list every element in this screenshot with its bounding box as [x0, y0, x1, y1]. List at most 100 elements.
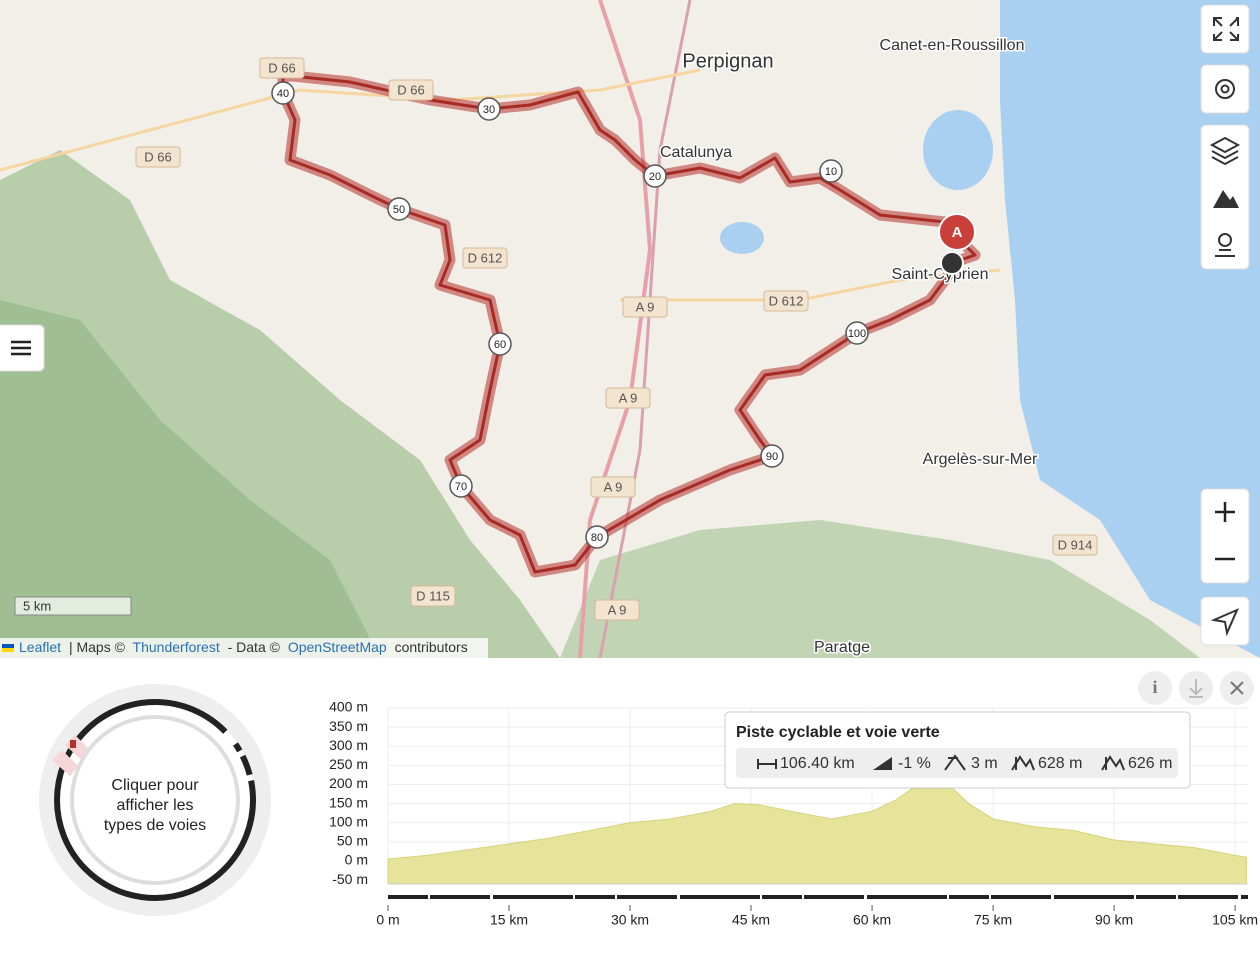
flag — [2, 644, 14, 648]
x-tick-label: 60 km — [853, 912, 891, 928]
menu-button[interactable] — [0, 324, 45, 372]
tooltip-stats — [736, 748, 1178, 778]
km-marker[interactable] — [585, 525, 609, 549]
road-shield — [605, 387, 651, 409]
scale-bar — [14, 596, 132, 616]
x-tick-label: 0 m — [376, 912, 399, 928]
road-shield — [1052, 534, 1098, 556]
road-label: D 66 — [268, 60, 295, 75]
link[interactable]: Leaflet — [19, 639, 61, 655]
tooltip: Piste cyclable et voie verte 106.40 km -… — [724, 711, 1191, 789]
km-marker[interactable] — [271, 81, 295, 105]
y-tick-label: 400 m — [329, 699, 368, 715]
place-label: Saint-Cyprien — [892, 266, 989, 283]
road-shield — [594, 599, 640, 621]
link[interactable]: OpenStreetMap — [288, 639, 387, 655]
attribution-bg — [0, 638, 488, 658]
road-label: A 9 — [619, 390, 638, 405]
fullscreen-button[interactable] — [1200, 4, 1250, 54]
road-shield — [590, 476, 636, 498]
locate-button[interactable] — [1200, 596, 1250, 646]
place-label: Argelès-sur-Mer — [923, 451, 1038, 468]
map[interactable]: Perpignan Canet-en-Roussillon Catalunya Sai… — [0, 0, 1260, 659]
km-marker-label: 10 — [825, 166, 837, 178]
info-button[interactable] — [1138, 671, 1172, 705]
km-marker-label: 20 — [649, 171, 661, 183]
flag — [2, 648, 14, 652]
end-marker — [940, 251, 964, 275]
road-shield — [462, 247, 508, 269]
road-label: A 9 — [608, 602, 627, 617]
road-shield — [622, 296, 668, 318]
km-marker-label: 60 — [494, 339, 506, 351]
y-tick-label: 300 m — [329, 737, 368, 753]
road-label: D 115 — [416, 588, 450, 603]
y-tick-label: 50 m — [337, 833, 368, 849]
info-icon: i — [1152, 677, 1157, 697]
y-tick-label: -50 m — [332, 871, 368, 887]
text: - Data © — [228, 639, 281, 655]
km-marker[interactable] — [819, 159, 843, 183]
road-label: D 612 — [468, 250, 503, 265]
slope: -1 % — [898, 755, 931, 772]
km-marker[interactable] — [387, 197, 411, 221]
km-marker[interactable] — [449, 474, 473, 498]
y-tick-label: 0 m — [345, 852, 368, 868]
road-shield — [388, 79, 434, 101]
road-label: A 9 — [604, 479, 623, 494]
y-tick-label: 250 m — [329, 756, 368, 772]
tooltip-title: Piste cyclable et voie verte — [736, 724, 940, 741]
zoom-controls[interactable] — [1200, 488, 1250, 584]
link[interactable]: Thunderforest — [133, 639, 220, 655]
lake — [720, 222, 764, 254]
road — [0, 68, 701, 172]
road-label: A 9 — [636, 299, 655, 314]
surface-donut[interactable]: Cliquer pour afficher les types de voies — [39, 684, 271, 916]
distance: 106.40 km — [780, 755, 855, 772]
km-marker[interactable] — [845, 321, 869, 345]
km-marker[interactable] — [488, 332, 512, 356]
km-marker-label: 100 — [848, 328, 866, 340]
settings-button[interactable] — [1200, 64, 1250, 114]
x-tick-label: 105 km — [1212, 912, 1258, 928]
start-marker[interactable] — [938, 213, 976, 251]
text: contributors — [395, 639, 468, 655]
sea — [1000, 0, 1260, 658]
place-label: Catalunya — [660, 144, 732, 161]
km-marker-label: 80 — [591, 532, 603, 544]
x-tick-label: 75 km — [974, 912, 1012, 928]
km-marker-label: 30 — [483, 104, 495, 116]
km-marker-label: 70 — [455, 481, 467, 493]
road-label: D 612 — [769, 293, 804, 308]
road-shield — [763, 290, 809, 312]
x-tick-label: 90 km — [1095, 912, 1133, 928]
km-marker[interactable] — [643, 164, 667, 188]
y-tick-label: 150 m — [329, 794, 368, 810]
elevation-area — [387, 787, 1247, 885]
route-line — [281, 73, 977, 574]
km-marker[interactable] — [760, 444, 784, 468]
km-marker[interactable] — [477, 97, 501, 121]
place-label: Canet-en-Roussillon — [880, 37, 1025, 54]
y-tick-label: 100 m — [329, 813, 368, 829]
road-shield — [135, 146, 181, 168]
x-tick-label: 15 km — [490, 912, 528, 928]
descent: 626 m — [1128, 755, 1172, 772]
y-tick-label: 350 m — [329, 718, 368, 734]
place-label: Perpignan — [682, 50, 773, 72]
panel-buttons[interactable]: i — [1138, 671, 1254, 705]
lagoon — [923, 110, 993, 190]
hills — [560, 520, 1200, 658]
x-tick-label: 30 km — [611, 912, 649, 928]
layer-buttons[interactable] — [1200, 124, 1250, 270]
min-elevation: 3 m — [971, 755, 998, 772]
road-shield — [410, 585, 456, 607]
attribution: Leaflet | Maps © Thunderforest - Data © … — [19, 639, 468, 655]
km-marker-label: 40 — [277, 88, 289, 100]
start-marker-label: A — [952, 224, 963, 241]
donut-label: Cliquer pour afficher les types de voies — [104, 777, 206, 834]
road-shield — [259, 57, 305, 79]
km-marker-label: 50 — [393, 204, 405, 216]
